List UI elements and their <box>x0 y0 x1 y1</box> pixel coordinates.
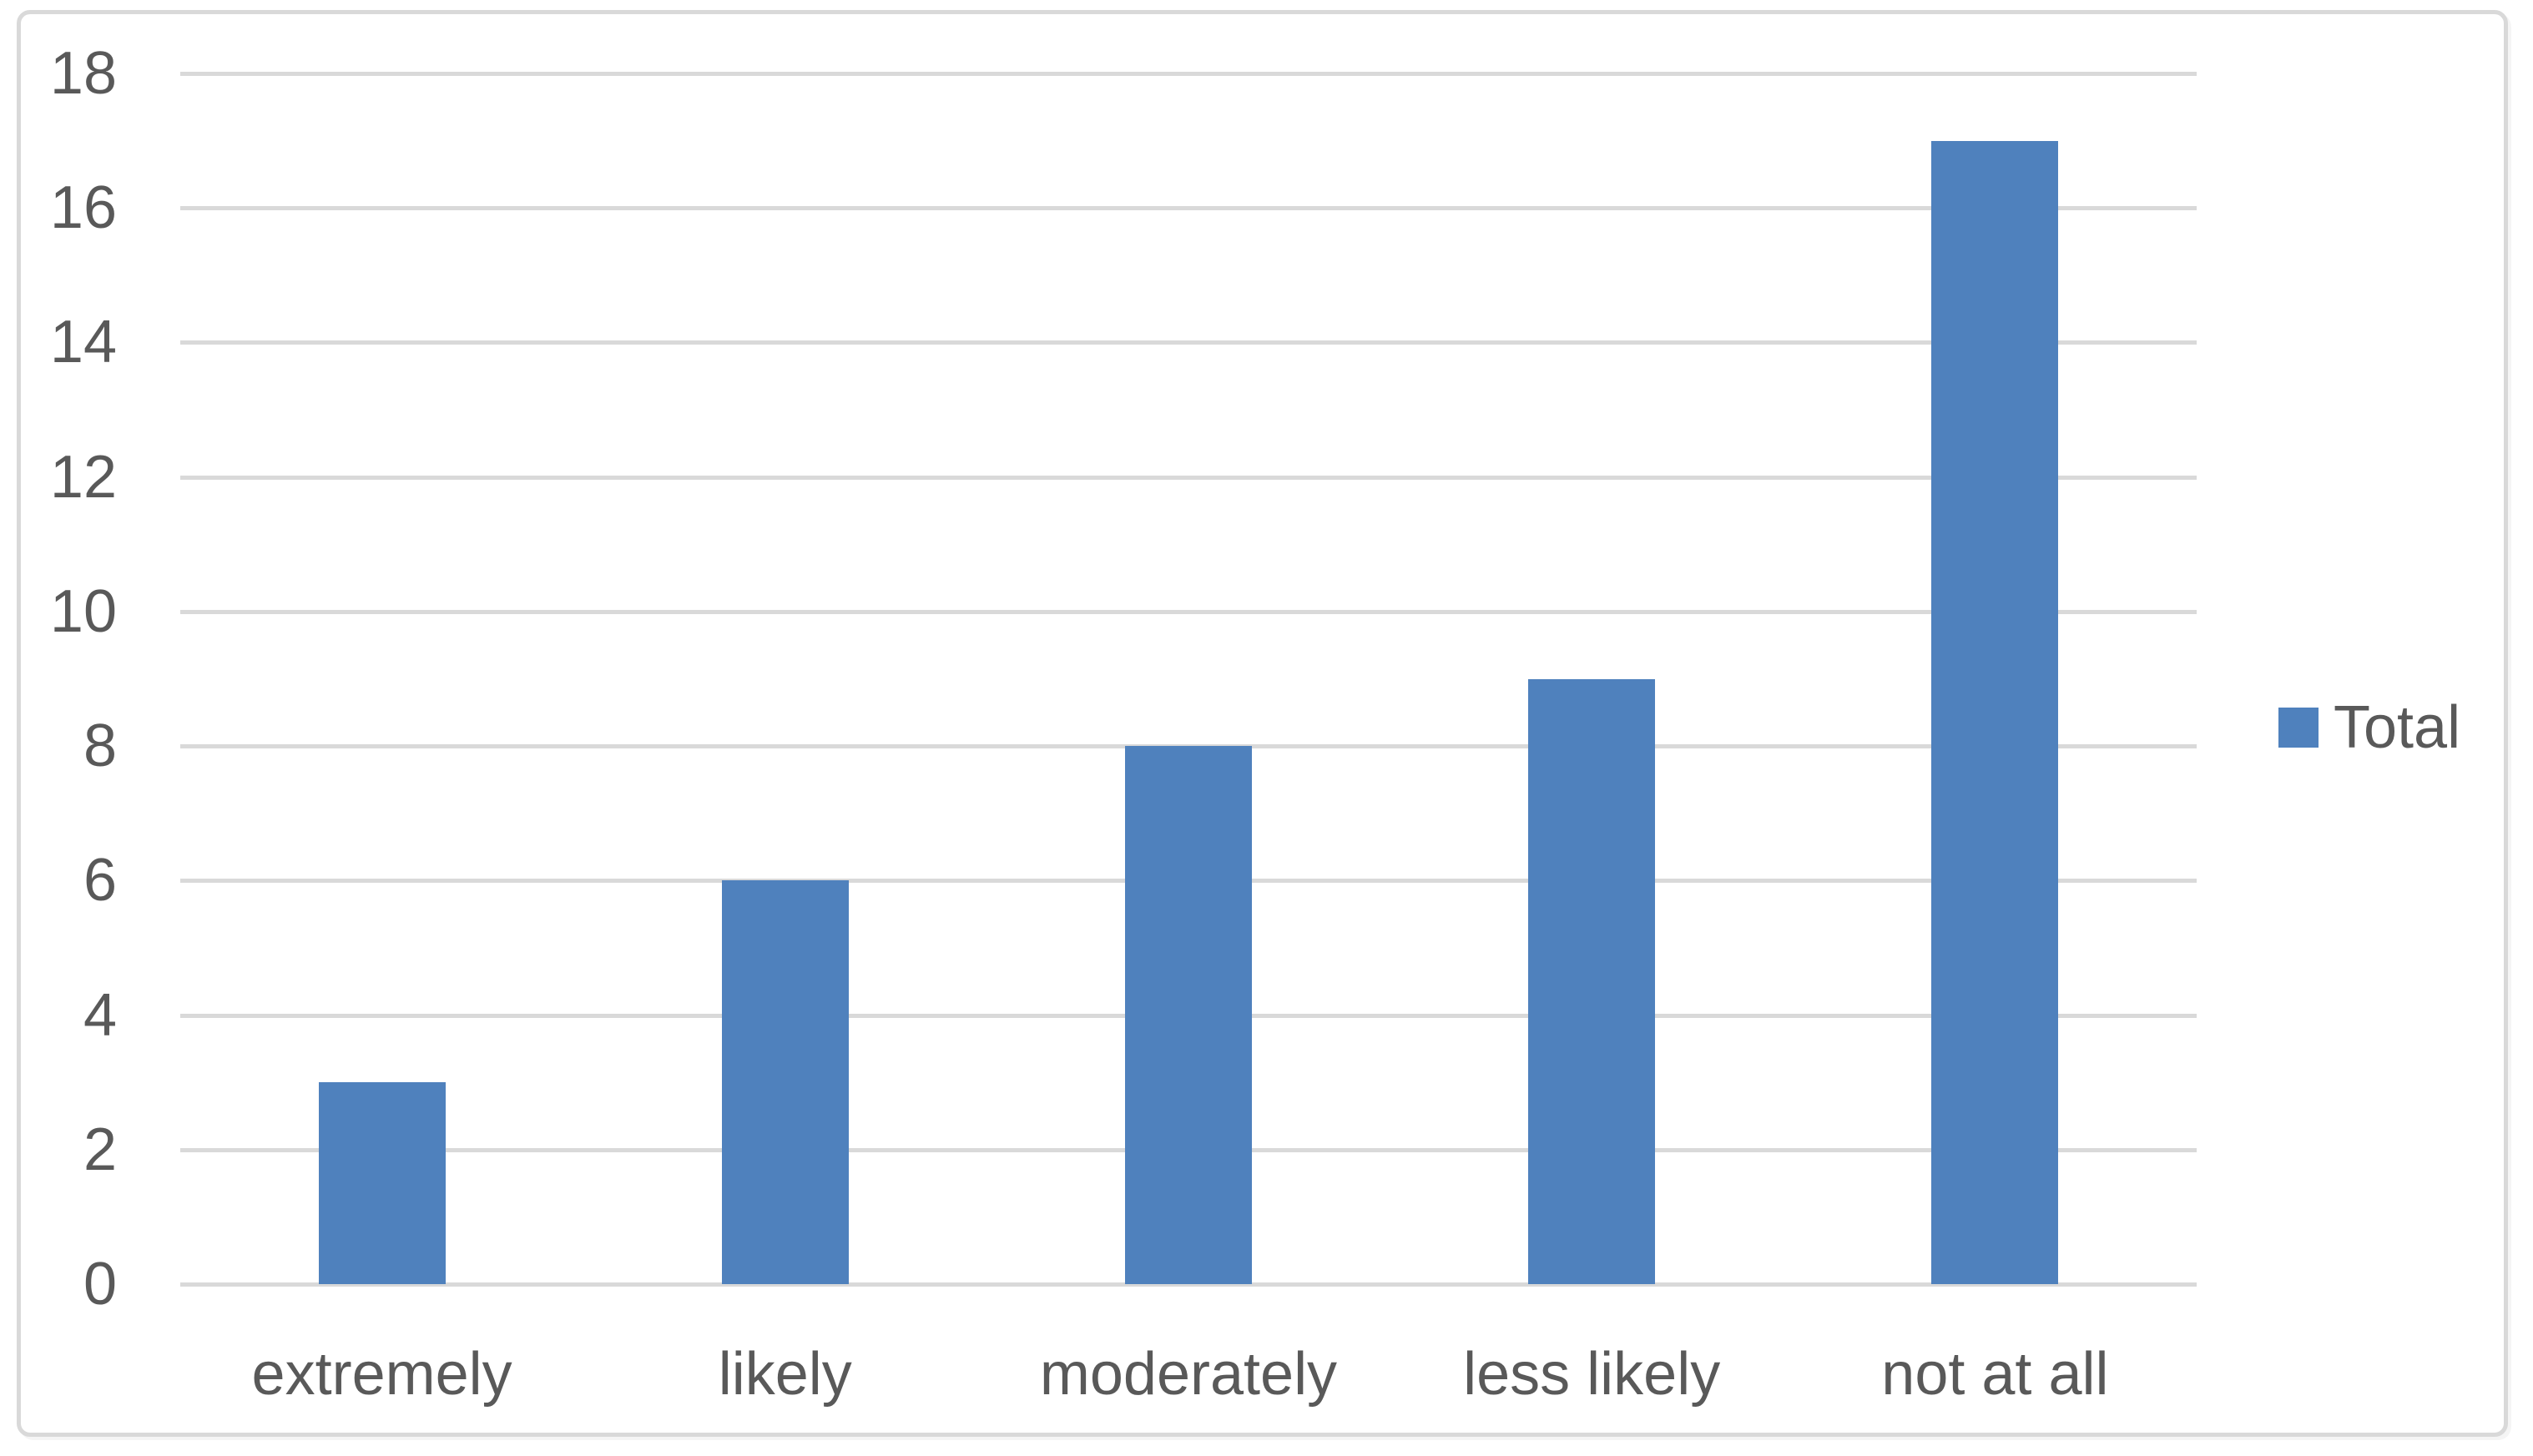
x-category-label-likely: likely <box>718 1341 852 1408</box>
y-tick-label-0: 0 <box>83 1251 117 1317</box>
bar-extremely <box>318 1082 446 1284</box>
legend-color-swatch <box>2278 708 2319 748</box>
gridline-10 <box>180 609 2197 614</box>
bar-less-likely <box>1528 678 1656 1284</box>
x-category-label-extremely: extremely <box>251 1341 512 1408</box>
gridline-12 <box>180 475 2197 480</box>
bar-moderately <box>1125 746 1252 1284</box>
y-tick-label-16: 16 <box>49 174 117 242</box>
plot-area <box>180 72 2197 1287</box>
bar-likely <box>721 880 849 1284</box>
y-tick-label-12: 12 <box>49 443 117 511</box>
y-tick-label-2: 2 <box>83 1116 117 1183</box>
x-category-label-moderately: moderately <box>1039 1341 1338 1408</box>
gridline-0 <box>180 1282 2197 1287</box>
gridline-16 <box>180 206 2197 211</box>
y-tick-label-4: 4 <box>83 981 117 1049</box>
x-category-label-not-at-all: not at all <box>1881 1341 2109 1408</box>
y-tick-label-8: 8 <box>83 713 117 780</box>
x-category-label-less-likely: less likely <box>1463 1341 1721 1408</box>
bar-not-at-all <box>1931 140 2059 1284</box>
y-tick-label-6: 6 <box>83 847 117 914</box>
gridline-18 <box>180 72 2197 76</box>
y-tick-label-10: 10 <box>49 577 117 645</box>
gridline-14 <box>180 340 2197 345</box>
y-tick-label-18: 18 <box>49 40 117 107</box>
legend: Total <box>2278 698 2460 758</box>
legend-label: Total <box>2334 694 2461 761</box>
y-tick-label-14: 14 <box>49 309 117 376</box>
